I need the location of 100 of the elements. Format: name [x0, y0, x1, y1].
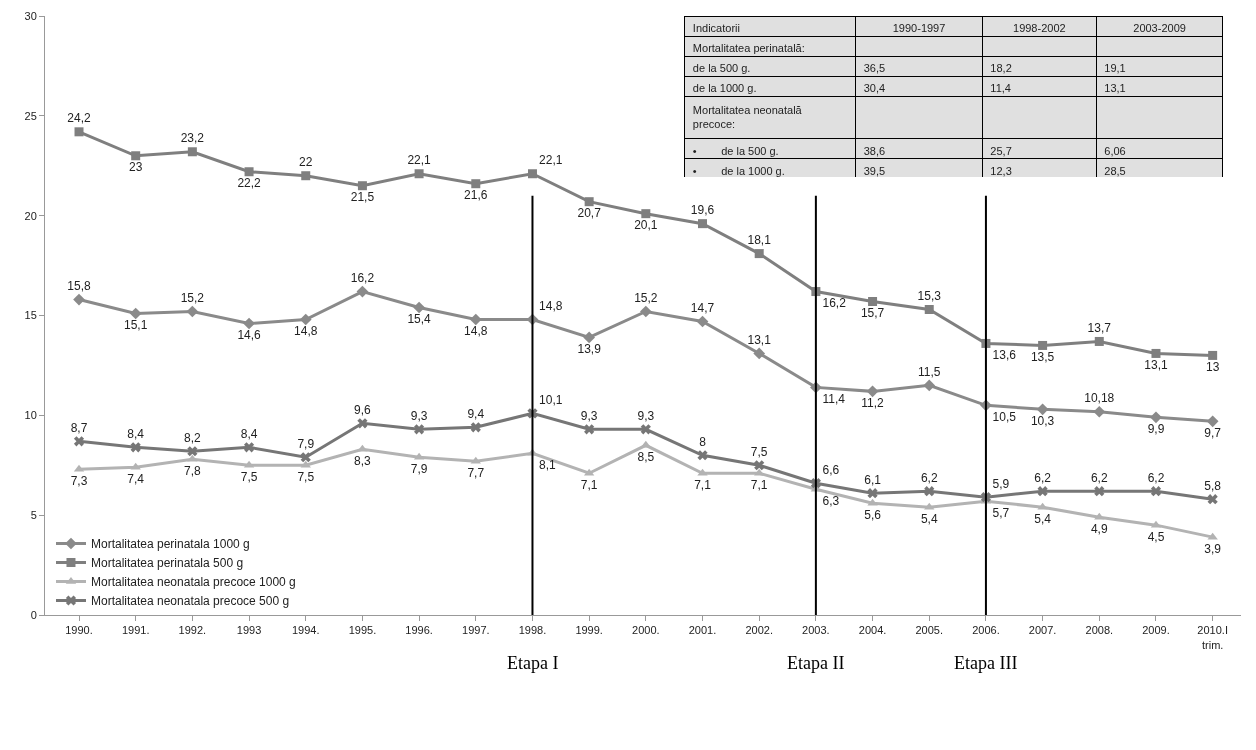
- data-label: 7,1: [750, 477, 768, 492]
- data-label: 13,1: [747, 332, 772, 347]
- x-tick-label: 1995.: [348, 624, 377, 637]
- text: 11,4: [990, 82, 1011, 95]
- point: [584, 424, 595, 435]
- point: [697, 450, 708, 461]
- data-label: 13,1: [1144, 358, 1168, 373]
- data-label: 19,6: [690, 203, 715, 218]
- point: [698, 219, 708, 229]
- data-label: 20,1: [634, 218, 658, 233]
- point: [356, 285, 369, 298]
- data-label: 8,4: [240, 426, 258, 441]
- legend-label: Mortalitatea neonatala precoce 500 g: [90, 594, 290, 609]
- point: [244, 167, 254, 177]
- data-label: 5,4: [1034, 511, 1052, 526]
- data-label: 6,3: [822, 493, 840, 508]
- point: [357, 418, 368, 429]
- data-label: 8,1: [539, 457, 557, 472]
- data-label: 6,2: [1147, 470, 1165, 485]
- data-label: 7,8: [184, 463, 202, 478]
- data-label: 13,9: [577, 342, 602, 357]
- x-tick-label: 2001.: [688, 624, 717, 637]
- data-label: 6,6: [822, 462, 840, 477]
- x-tick-label: 2009.: [1142, 624, 1170, 637]
- y-tick-label: 10: [24, 409, 37, 422]
- data-label: 7,1: [694, 477, 712, 492]
- category-label: 2003-2009: [1133, 22, 1186, 35]
- y-tick-label: 30: [24, 9, 37, 22]
- data-label: 15,4: [407, 312, 432, 327]
- data-label: 22: [299, 155, 313, 170]
- data-label: 9,4: [467, 406, 485, 421]
- category-label: 1990-1997: [892, 22, 946, 35]
- data-label: 7,5: [240, 469, 258, 484]
- point: [414, 424, 425, 435]
- data-label: 10,5: [992, 409, 1017, 424]
- point: [186, 305, 199, 318]
- x-tick-label: 2008.: [1085, 624, 1114, 637]
- x-tick-label: 2000.: [632, 624, 660, 637]
- y-tick-label: 25: [24, 109, 37, 122]
- data-label: 10,3: [1030, 413, 1055, 428]
- point: [641, 209, 651, 219]
- point: [130, 442, 141, 453]
- text: 12,3: [990, 164, 1012, 177]
- text: 25,7: [990, 144, 1012, 157]
- data-label: 22,1: [539, 153, 563, 168]
- data-label: 5,6: [864, 507, 882, 522]
- point: [1037, 486, 1048, 497]
- data-label: 8: [699, 434, 707, 449]
- point: [301, 171, 311, 181]
- point: [639, 305, 652, 318]
- data-label: 6,2: [1090, 470, 1108, 485]
- ref-line-label: Etapa I: [507, 653, 559, 673]
- data-label: 7,9: [410, 461, 428, 476]
- data-label: 8,3: [354, 453, 372, 468]
- x-tick-label: 2010.I trim.: [1197, 624, 1228, 651]
- x-tick-label: 2005.: [915, 624, 944, 637]
- data-label: 11,2: [861, 395, 885, 410]
- x-tick-label: 1990.: [65, 624, 93, 637]
- data-label: 6,2: [1034, 470, 1052, 485]
- category-label: de la 500 g.: [692, 62, 751, 75]
- x-tick-label: 2007.: [1028, 624, 1057, 637]
- data-label: 9,3: [410, 408, 428, 423]
- data-label: 13: [1205, 360, 1220, 375]
- data-label: 13,7: [1087, 320, 1112, 335]
- point: [470, 456, 481, 464]
- data-label: 7,7: [467, 465, 485, 480]
- point: [414, 169, 424, 179]
- x-tick-label: 1991.: [121, 624, 150, 637]
- data-label: 4,9: [1090, 521, 1108, 536]
- x-tick-label: 2004.: [858, 624, 887, 637]
- data-label: 21,5: [350, 190, 375, 205]
- point: [74, 127, 84, 137]
- point: [640, 424, 651, 435]
- point: [131, 151, 141, 161]
- data-label: 14,8: [464, 324, 488, 339]
- category-label: Mortalitatea neonatală precoce:: [692, 104, 802, 131]
- point: [754, 249, 764, 259]
- data-label: 18,1: [747, 232, 772, 247]
- data-label: 6,2: [920, 470, 938, 485]
- data-label: 22,2: [237, 176, 262, 191]
- data-label: 15,2: [180, 290, 205, 305]
- category-label: Mortalitatea perinatală:: [692, 42, 805, 55]
- text: 19,1: [1104, 62, 1126, 75]
- x-tick-label: 1997.: [462, 624, 490, 637]
- data-label: 15,2: [634, 290, 658, 305]
- point: [129, 307, 142, 320]
- point: [1038, 340, 1048, 350]
- data-label: 7,3: [70, 473, 88, 488]
- data-label: 5,9: [992, 476, 1010, 491]
- point: [1151, 348, 1161, 358]
- category-label: Indicatorii: [692, 22, 740, 35]
- text: 6,06: [1104, 144, 1126, 157]
- data-label: 9,6: [354, 402, 372, 417]
- text: 13,1: [1104, 82, 1126, 95]
- point: [187, 147, 197, 157]
- point: [470, 422, 481, 433]
- point: [471, 179, 481, 189]
- data-label: 5,8: [1204, 478, 1222, 493]
- data-label: 8,2: [184, 430, 202, 445]
- text: 38,6: [863, 144, 886, 157]
